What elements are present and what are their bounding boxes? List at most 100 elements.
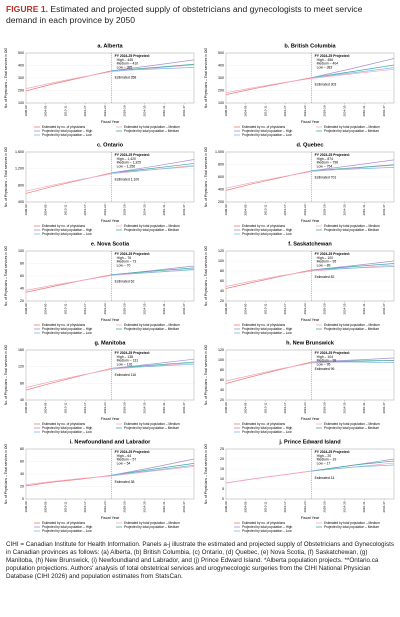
x-tick-label: 2010-11 [263, 303, 267, 314]
x-tick-label: 2040-41 [162, 105, 166, 116]
annotation-item: Low – 126 [117, 362, 133, 366]
y-tick-label: 0 [22, 497, 24, 501]
y-tick-label: 100 [18, 249, 24, 253]
x-tick-label: 2022-23 [103, 402, 107, 413]
legend-label: Estimated by no. of physicians [242, 521, 285, 525]
annotation-item: High – 64 [117, 454, 132, 458]
estimate-label: Estimated 38 [115, 480, 135, 484]
series-line [111, 463, 195, 476]
series-line [311, 263, 395, 271]
y-tick-label: 20 [20, 299, 24, 303]
series-line [311, 64, 395, 78]
plot-frame [225, 448, 395, 500]
x-tick-label: 2034-35 [342, 105, 346, 116]
estimate-label: Estimated 96 [315, 367, 335, 371]
x-tick-label: 2004-05 [44, 303, 48, 314]
legend-label: Estimated by total population – Medium [324, 422, 380, 426]
legend-label: Projected by total population – High [42, 129, 93, 133]
legend-label: Projected by total population – Low [242, 331, 292, 335]
panel-title: c. Ontario [97, 142, 124, 148]
plot-frame [225, 349, 395, 401]
legend-label: Estimated by total population – Medium [124, 224, 180, 228]
annotation-item: Medium – 796 [317, 161, 339, 165]
legend-label: Projected by total population – High [242, 129, 293, 133]
legend-label: Projected by total population – High [42, 327, 93, 331]
panel-title: d. Quebec [296, 142, 323, 148]
x-tick-label: 2010-11 [63, 105, 67, 116]
y-tick-label: 400 [218, 63, 224, 67]
series-line [225, 68, 395, 94]
x-tick-label: 2046-47 [382, 402, 386, 413]
x-tick-label: 1998-99 [24, 303, 28, 314]
annotation-item: Medium – 73 [117, 260, 137, 264]
y-axis-label: No. of Physicians – Total services in OG [4, 345, 8, 406]
series-line [311, 464, 395, 472]
y-tick-label: 20 [220, 457, 224, 461]
y-tick-label: 80 [220, 269, 224, 273]
y-axis-label: No. of Physicians – Total services in OG [204, 246, 208, 307]
annotation-item: Low – 1,256 [117, 164, 136, 168]
legend-label: Projected by total population – Low [242, 430, 292, 434]
legend-label: Projected by total population – High [42, 525, 93, 529]
x-axis-label: Fiscal Year [301, 318, 320, 322]
legend-label: Projected by total population – Low [42, 430, 92, 434]
x-tick-label: 2022-23 [103, 204, 107, 215]
y-tick-label: 100 [18, 101, 24, 105]
y-tick-label: 800 [218, 162, 224, 166]
annotation-item: Medium – 99 [317, 359, 337, 363]
x-tick-label: 2028-29 [123, 105, 127, 116]
legend-label: Projected by total population – Medium [124, 426, 179, 430]
legend-label: Projected by total population – Medium [124, 525, 179, 529]
x-tick-label: 2046-47 [382, 501, 386, 512]
y-tick-label: 300 [218, 76, 224, 80]
x-tick-label: 1998-99 [224, 501, 228, 512]
x-axis-label: Fiscal Year [101, 417, 120, 421]
x-tick-label: 2034-35 [342, 303, 346, 314]
estimate-label: Estimated 358 [115, 76, 137, 80]
x-tick-label: 2046-47 [382, 204, 386, 215]
series-line [25, 164, 195, 192]
legend-label: Estimated by total population – Medium [324, 323, 380, 327]
series-line [111, 165, 195, 174]
x-tick-label: 2034-35 [342, 402, 346, 413]
annotation-title: FY 2024-25 Projected: [315, 351, 350, 355]
figure-label: FIGURE 1. [6, 4, 49, 14]
y-tick-label: 500 [218, 51, 224, 55]
legend-label: Projected by total population – High [242, 327, 293, 331]
plot-frame [25, 349, 195, 401]
y-axis-label: No. of Physicians – Total services in OG [204, 48, 208, 109]
figure-caption: CIHI = Canadian Institute for Health Inf… [6, 541, 394, 580]
annotation-item: Low – 54 [117, 461, 131, 465]
panel-title: h. New Brunswick [286, 340, 335, 346]
annotation-item: Medium – 131 [117, 359, 139, 363]
y-tick-label: 80 [20, 381, 24, 385]
y-tick-label: 0 [222, 497, 224, 501]
x-tick-label: 2004-05 [244, 204, 248, 215]
x-tick-label: 2046-47 [382, 303, 386, 314]
estimate-label: Estimated 1,100 [115, 178, 140, 182]
x-tick-label: 2028-29 [123, 303, 127, 314]
y-tick-label: 400 [218, 187, 224, 191]
annotation-item: Medium – 57 [117, 458, 137, 462]
x-tick-label: 2034-35 [142, 303, 146, 314]
x-tick-label: 2016-17 [83, 303, 87, 314]
x-tick-label: 2022-23 [103, 105, 107, 116]
x-tick-label: 2016-17 [283, 303, 287, 314]
annotation-item: Low – 89 [317, 263, 331, 267]
plot-frame [25, 250, 195, 302]
y-tick-label: 1,600 [15, 150, 24, 154]
legend-label: Estimated by no. of physicians [42, 125, 85, 129]
annotation-title: FY 2024-25 Projected: [315, 450, 350, 454]
x-tick-label: 2028-29 [323, 303, 327, 314]
x-axis-label: Fiscal Year [301, 120, 320, 124]
y-tick-label: 100 [218, 101, 224, 105]
y-tick-label: 200 [218, 200, 224, 204]
series-line [111, 458, 195, 476]
series-line [311, 361, 395, 363]
annotation-title: FY 2024-25 Projected: [315, 54, 350, 58]
x-tick-label: 2034-35 [342, 204, 346, 215]
y-tick-label: 80 [220, 368, 224, 372]
x-tick-label: 1998-99 [224, 303, 228, 314]
x-tick-label: 2010-11 [63, 204, 67, 215]
